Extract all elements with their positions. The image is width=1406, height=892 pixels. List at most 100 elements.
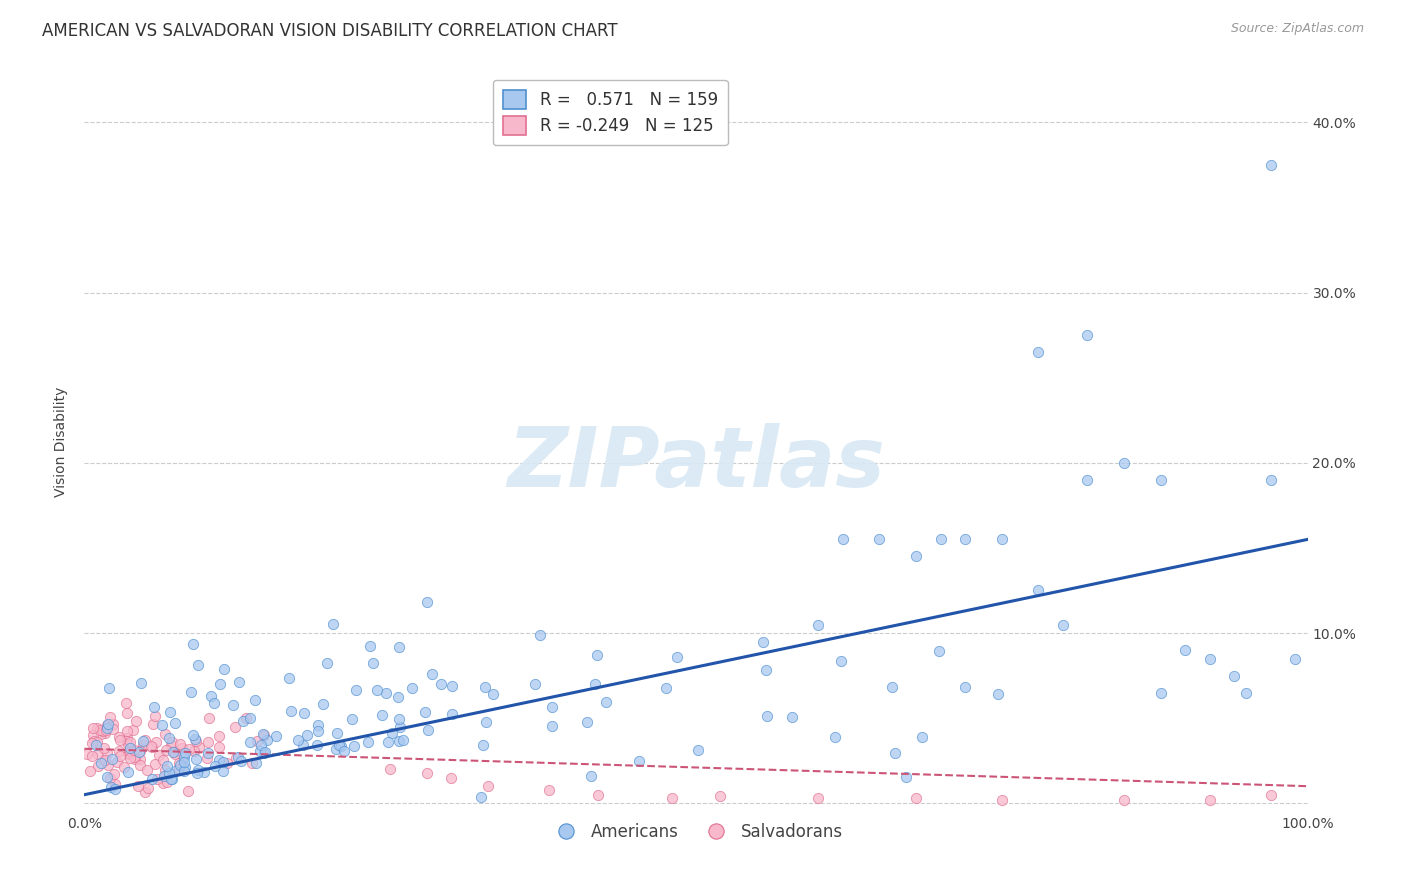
Point bbox=[1150, 685, 1173, 699]
Point bbox=[174, 760, 197, 774]
Point bbox=[416, 765, 439, 780]
Point bbox=[114, 696, 136, 710]
Point bbox=[416, 594, 439, 608]
Point bbox=[124, 752, 146, 766]
Point bbox=[482, 687, 505, 701]
Point bbox=[145, 772, 167, 786]
Point bbox=[127, 779, 149, 793]
Point bbox=[420, 666, 443, 681]
Point bbox=[98, 771, 121, 785]
Point bbox=[177, 784, 200, 798]
Point bbox=[153, 726, 176, 740]
Point bbox=[655, 681, 678, 696]
Point bbox=[905, 791, 928, 805]
Point bbox=[987, 687, 1010, 701]
Point bbox=[93, 753, 115, 767]
Point bbox=[108, 744, 131, 758]
Point bbox=[115, 724, 138, 739]
Point bbox=[755, 663, 778, 677]
Point bbox=[129, 676, 152, 690]
Point bbox=[139, 739, 162, 753]
Point bbox=[401, 681, 423, 695]
Point bbox=[953, 680, 976, 694]
Point bbox=[576, 715, 599, 730]
Point bbox=[187, 740, 209, 755]
Point bbox=[250, 738, 273, 752]
Point bbox=[586, 788, 609, 802]
Point bbox=[132, 733, 155, 747]
Point bbox=[312, 697, 335, 711]
Point bbox=[167, 756, 190, 770]
Point bbox=[82, 721, 104, 735]
Point bbox=[307, 724, 329, 739]
Point bbox=[231, 714, 253, 729]
Point bbox=[905, 549, 928, 564]
Point bbox=[278, 671, 301, 685]
Point bbox=[145, 735, 167, 749]
Point bbox=[231, 755, 253, 769]
Point bbox=[1114, 793, 1136, 807]
Text: Source: ZipAtlas.com: Source: ZipAtlas.com bbox=[1230, 22, 1364, 36]
Point bbox=[162, 745, 184, 759]
Point bbox=[101, 751, 124, 765]
Point bbox=[524, 677, 547, 691]
Point bbox=[541, 699, 564, 714]
Point bbox=[381, 725, 404, 739]
Point bbox=[180, 685, 202, 699]
Point bbox=[928, 643, 950, 657]
Point bbox=[163, 745, 186, 759]
Point bbox=[97, 716, 120, 731]
Point bbox=[134, 785, 156, 799]
Point bbox=[152, 776, 174, 790]
Point bbox=[159, 772, 181, 786]
Y-axis label: Vision Disability: Vision Disability bbox=[55, 386, 69, 497]
Point bbox=[101, 722, 124, 736]
Point bbox=[226, 750, 249, 764]
Point bbox=[297, 728, 319, 742]
Point bbox=[169, 737, 191, 751]
Point bbox=[807, 617, 830, 632]
Point bbox=[162, 772, 184, 787]
Point bbox=[200, 690, 222, 704]
Point bbox=[430, 677, 453, 691]
Point bbox=[807, 791, 830, 805]
Point bbox=[122, 742, 145, 756]
Point bbox=[117, 765, 139, 780]
Point bbox=[221, 698, 243, 713]
Point bbox=[79, 764, 101, 778]
Point bbox=[167, 762, 190, 776]
Legend: Americans, Salvadorans: Americans, Salvadorans bbox=[543, 816, 849, 847]
Point bbox=[148, 747, 170, 762]
Point bbox=[212, 764, 235, 779]
Point bbox=[186, 765, 208, 780]
Point bbox=[333, 744, 356, 758]
Point bbox=[343, 739, 366, 753]
Point bbox=[87, 759, 110, 773]
Point bbox=[1114, 456, 1136, 470]
Point bbox=[121, 723, 143, 737]
Point bbox=[117, 746, 139, 760]
Point bbox=[1260, 788, 1282, 802]
Point bbox=[208, 676, 231, 690]
Point bbox=[84, 738, 107, 752]
Point bbox=[172, 748, 194, 763]
Point bbox=[104, 782, 127, 797]
Point bbox=[143, 757, 166, 772]
Point bbox=[208, 753, 231, 767]
Point bbox=[97, 681, 120, 695]
Point bbox=[538, 782, 561, 797]
Point bbox=[894, 770, 917, 784]
Point bbox=[246, 734, 269, 748]
Point bbox=[115, 733, 138, 747]
Point bbox=[197, 711, 219, 725]
Text: AMERICAN VS SALVADORAN VISION DISABILITY CORRELATION CHART: AMERICAN VS SALVADORAN VISION DISABILITY… bbox=[42, 22, 617, 40]
Point bbox=[287, 733, 309, 747]
Point bbox=[239, 734, 262, 748]
Point bbox=[120, 751, 142, 765]
Point bbox=[911, 730, 934, 744]
Point bbox=[253, 746, 276, 760]
Point bbox=[117, 731, 139, 746]
Point bbox=[98, 710, 121, 724]
Point bbox=[86, 721, 108, 735]
Point bbox=[477, 779, 499, 793]
